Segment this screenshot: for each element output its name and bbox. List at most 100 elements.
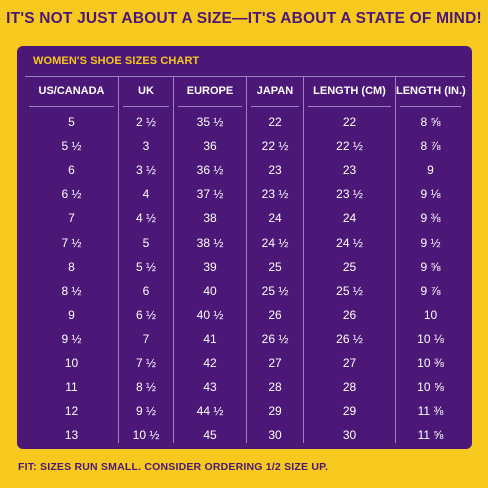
cell-length-cm: 26 ½ <box>336 331 363 346</box>
cell-europe: 43 <box>203 380 217 395</box>
table-row: 13 10 ½ 45 30 30 11 ⅝ <box>17 423 472 447</box>
cell-europe: 42 <box>203 356 217 370</box>
column-header-length-in: LENGTH (IN.) <box>396 85 466 97</box>
cell-length-in: 9 ½ <box>420 235 441 250</box>
cell-japan: 26 <box>268 307 282 322</box>
header-underline <box>178 106 242 107</box>
header-underline <box>29 106 114 107</box>
table-row: 5 ½ 3 36 22 ½ 22 ½ 8 ⅞ <box>17 134 472 158</box>
cell-europe: 38 ½ <box>196 235 224 250</box>
column-divider <box>118 76 119 443</box>
cell-japan: 25 ½ <box>261 283 289 298</box>
cell-us-canada: 9 ½ <box>61 331 82 346</box>
header-underline <box>123 106 169 107</box>
table-row: 7 4 ½ 38 24 24 9 ⅜ <box>17 206 472 230</box>
cell-length-cm: 22 <box>342 115 357 129</box>
cell-length-in: 8 ⅞ <box>420 139 441 154</box>
cell-us-canada: 12 <box>64 404 79 419</box>
cell-japan: 22 <box>268 115 282 129</box>
table-header-row: US/CANADA UK EUROPE JAPAN LENGTH (CM) LENGTH … <box>17 76 472 106</box>
cell-uk: 3 ½ <box>135 163 156 178</box>
cell-length-cm: 25 <box>342 259 357 274</box>
cell-length-cm: 25 ½ <box>336 283 363 298</box>
table-row: 11 8 ½ 43 28 28 10 ⅝ <box>17 375 472 399</box>
cell-uk: 7 <box>142 331 150 346</box>
cell-japan: 23 <box>268 163 282 178</box>
cell-europe: 40 ½ <box>196 307 224 322</box>
column-divider <box>173 76 174 443</box>
cell-japan: 26 ½ <box>261 331 289 346</box>
cell-europe: 38 <box>203 211 217 226</box>
header-underline <box>251 106 299 107</box>
table-row: 6 ½ 4 37 ½ 23 ½ 23 ½ 9 ⅛ <box>17 182 472 206</box>
cell-uk: 3 <box>142 139 150 154</box>
column-divider <box>246 76 247 443</box>
cell-europe: 37 ½ <box>196 187 224 202</box>
cell-length-in: 9 <box>427 163 434 178</box>
cell-uk: 9 ½ <box>135 404 156 419</box>
column-header-us-canada: US/CANADA <box>38 85 105 97</box>
table-row: 9 ½ 7 41 26 ½ 26 ½ 10 ⅛ <box>17 327 472 351</box>
cell-length-in: 9 ⅛ <box>420 187 441 202</box>
cell-japan: 28 <box>268 380 282 395</box>
cell-japan: 22 ½ <box>261 139 289 154</box>
cell-japan: 27 <box>268 356 282 370</box>
cell-length-cm: 24 <box>342 211 357 226</box>
column-divider <box>303 76 304 443</box>
cell-length-in: 9 ⅜ <box>420 211 441 226</box>
column-header-europe: EUROPE <box>186 85 234 97</box>
cell-length-cm: 24 ½ <box>336 235 363 250</box>
cell-length-cm: 26 <box>342 307 357 322</box>
table-row: 12 9 ½ 44 ½ 29 29 11 ⅜ <box>17 399 472 423</box>
table-row: 5 2 ½ 35 ½ 22 22 8 ⅝ <box>17 110 472 134</box>
cell-length-cm: 30 <box>342 428 357 443</box>
cell-uk: 8 ½ <box>135 380 156 395</box>
cell-europe: 36 <box>203 139 217 154</box>
cell-us-canada: 8 ½ <box>61 283 82 298</box>
cell-uk: 6 <box>142 283 150 298</box>
cell-length-cm: 27 <box>342 356 357 370</box>
cell-japan: 30 <box>268 428 282 443</box>
cell-uk: 5 ½ <box>135 259 156 274</box>
size-chart-panel: WOMEN'S SHOE SIZES CHART US/CANADA UK EURO… <box>17 46 472 449</box>
cell-japan: 25 <box>268 259 282 274</box>
cell-europe: 40 <box>203 283 217 298</box>
table-row: 9 6 ½ 40 ½ 26 26 10 <box>17 303 472 327</box>
cell-europe: 45 <box>203 428 217 443</box>
chart-title: WOMEN'S SHOE SIZES CHART <box>33 55 200 67</box>
cell-length-in: 10 ⅜ <box>417 356 444 370</box>
fit-footnote: FIT: SIZES RUN SMALL. CONSIDER ORDERING … <box>18 461 329 473</box>
cell-us-canada: 6 <box>68 163 75 178</box>
cell-length-cm: 22 ½ <box>336 139 363 154</box>
cell-europe: 41 <box>203 331 217 346</box>
table-row: 7 ½ 5 38 ½ 24 ½ 24 ½ 9 ½ <box>17 231 472 255</box>
cell-us-canada: 5 ½ <box>61 139 82 154</box>
cell-length-in: 11 ⅜ <box>417 404 444 419</box>
cell-us-canada: 13 <box>64 428 79 443</box>
cell-length-in: 10 ⅝ <box>417 380 444 395</box>
cell-us-canada: 11 <box>65 380 78 395</box>
column-header-japan: JAPAN <box>256 85 294 97</box>
cell-us-canada: 10 <box>64 356 79 370</box>
cell-japan: 23 ½ <box>261 187 289 202</box>
cell-length-in: 9 ⅞ <box>420 283 441 298</box>
cell-us-canada: 7 ½ <box>61 235 82 250</box>
cell-europe: 39 <box>203 259 217 274</box>
cell-length-in: 8 ⅝ <box>420 115 441 129</box>
cell-japan: 24 <box>268 211 282 226</box>
cell-length-cm: 29 <box>342 404 357 419</box>
cell-us-canada: 6 ½ <box>61 187 82 202</box>
title-divider <box>25 76 465 77</box>
cell-length-cm: 23 <box>342 163 357 178</box>
cell-europe: 44 ½ <box>196 404 224 419</box>
column-header-length-cm: LENGTH (CM) <box>313 85 386 97</box>
cell-uk: 6 ½ <box>135 307 156 322</box>
cell-europe: 36 ½ <box>196 163 224 178</box>
cell-uk: 4 ½ <box>135 211 156 226</box>
cell-japan: 24 ½ <box>261 235 289 250</box>
table-row: 10 7 ½ 42 27 27 10 ⅜ <box>17 351 472 375</box>
cell-length-cm: 23 ½ <box>336 187 363 202</box>
table-row: 8 5 ½ 39 25 25 9 ⅝ <box>17 255 472 279</box>
column-divider <box>395 76 396 443</box>
cell-europe: 35 ½ <box>196 115 224 129</box>
